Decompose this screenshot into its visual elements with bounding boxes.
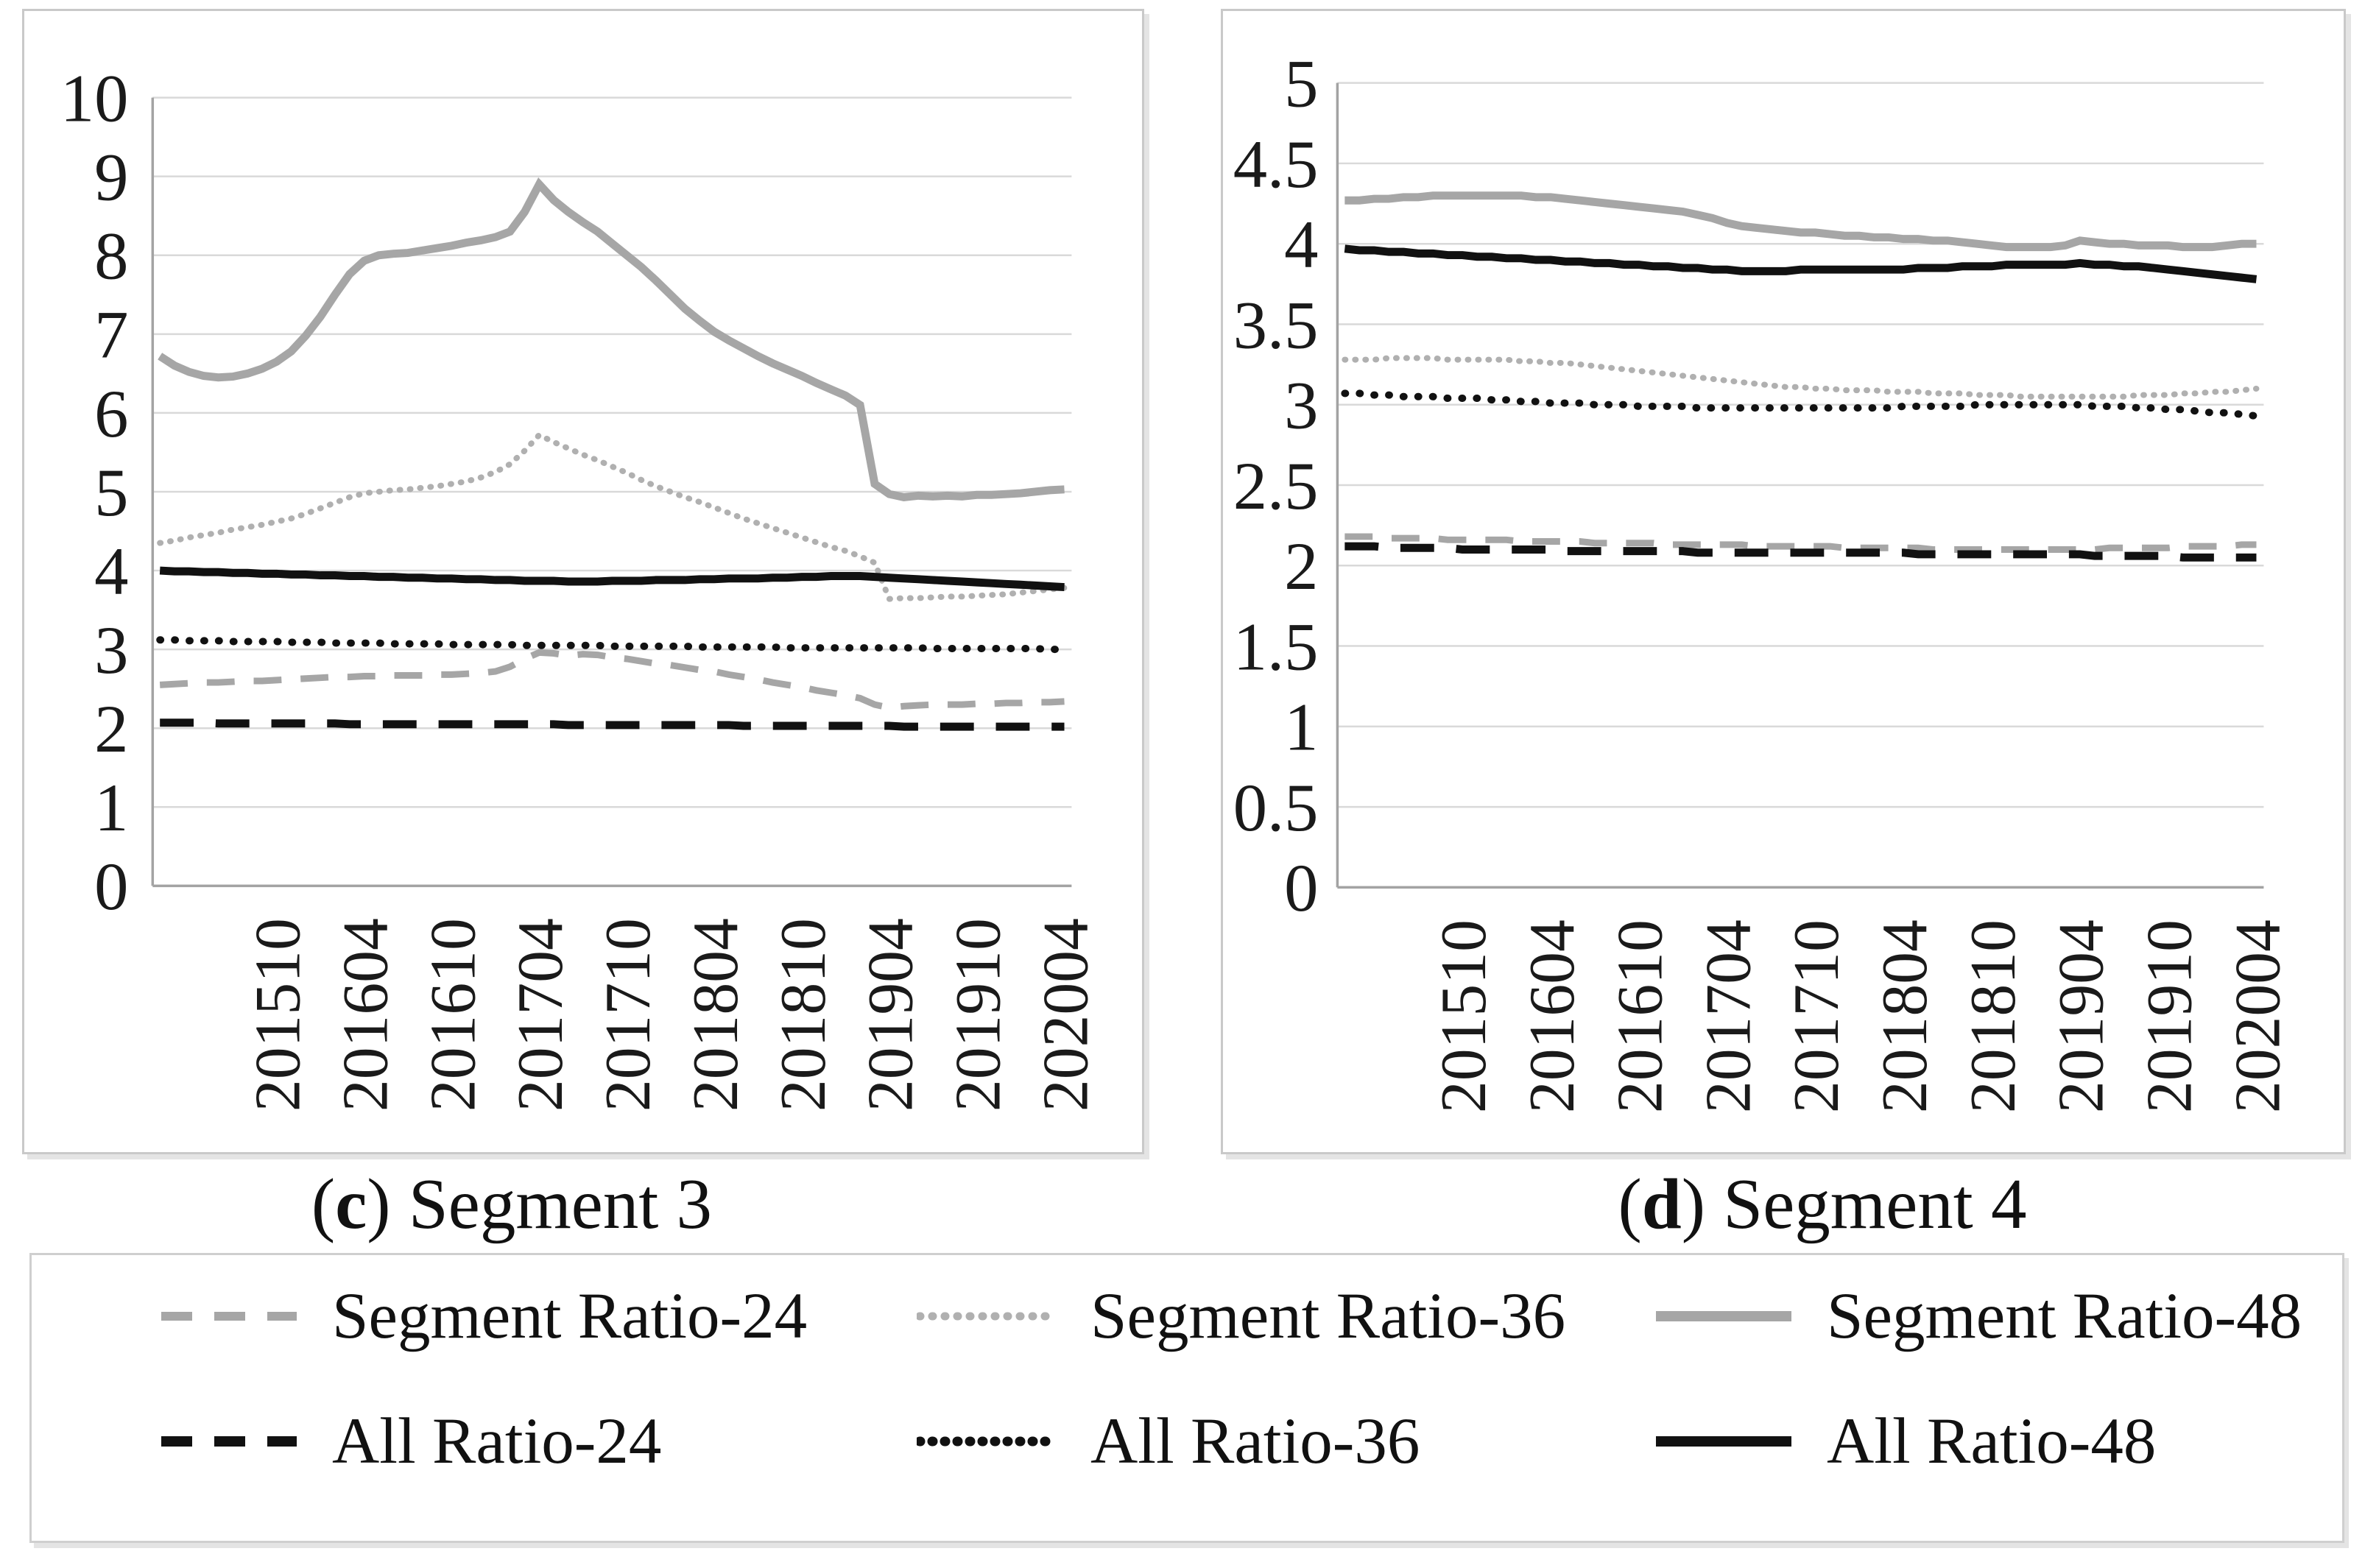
legend-label-segment-ratio-36: Segment Ratio-36 <box>1090 1280 1566 1352</box>
chart-c-ytick-6: 6 <box>94 376 128 452</box>
legend-item-all-ratio-24: All Ratio-24 <box>158 1396 661 1486</box>
legend-label-all-ratio-24: All Ratio-24 <box>332 1405 662 1477</box>
chart-d-ytick-3: 3 <box>1284 368 1318 444</box>
chart-d-ytick-4.5: 4.5 <box>1233 127 1319 202</box>
all-ratio-36-dotted-swatch-icon <box>917 1436 1058 1447</box>
chart-c-ytick-0: 0 <box>94 849 128 925</box>
chart-c-xtick-201810: 201810 <box>767 918 839 1112</box>
chart-d-series-seg48-line <box>1344 191 2257 252</box>
segment-ratio-48-solid-swatch-icon <box>1656 1311 1791 1321</box>
chart-c-ytick-5: 5 <box>94 455 128 531</box>
legend-label-all-ratio-48: All Ratio-48 <box>1827 1405 2157 1477</box>
chart-d-xtick-201910: 201910 <box>2134 919 2205 1113</box>
chart-d-xtick-201904: 201904 <box>2045 919 2117 1113</box>
legend-label-all-ratio-36: All Ratio-36 <box>1090 1405 1420 1477</box>
chart-c-xtick-201804: 201804 <box>680 918 751 1112</box>
legend-label-segment-ratio-24: Segment Ratio-24 <box>332 1280 808 1352</box>
chart-d-ytick-1.5: 1.5 <box>1233 609 1319 685</box>
chart-c-ytick-2: 2 <box>94 691 128 767</box>
caption-panel-c: (c) Segment 3 <box>144 1162 880 1247</box>
chart-c-ytick-7: 7 <box>94 297 128 373</box>
chart-c-ytick-3: 3 <box>94 612 128 688</box>
chart-c-xtick-201610: 201610 <box>417 918 488 1112</box>
chart-c-xtick-202004: 202004 <box>1029 918 1101 1112</box>
segment-ratio-36-dotted-swatch-icon <box>917 1312 1058 1321</box>
chart-c-xtick-201710: 201710 <box>592 918 663 1112</box>
chart-c-xtick-201704: 201704 <box>504 918 576 1112</box>
chart-c-ytick-1: 1 <box>94 770 128 846</box>
chart-d-series-all48-line <box>1344 244 2258 283</box>
segment-ratio-24-dashed-swatch-icon <box>161 1312 297 1321</box>
chart-d-ytick-3.5: 3.5 <box>1233 287 1319 363</box>
chart-c-xtick-201904: 201904 <box>855 918 926 1112</box>
chart-d-xtick-201710: 201710 <box>1780 919 1852 1113</box>
chart-d-ytick-2: 2 <box>1284 529 1318 604</box>
chart-d-xtick-201510: 201510 <box>1428 919 1499 1113</box>
chart-c-series-seg24-line <box>159 649 1065 711</box>
chart-d-xtick-201810: 201810 <box>1957 919 2029 1113</box>
chart-c-series-all36-line <box>156 636 1068 654</box>
chart-c-series-all48-line <box>159 566 1065 592</box>
legend-item-segment-ratio-36: Segment Ratio-36 <box>917 1271 1565 1361</box>
chart-panel-c: 0 1 2 3 4 5 6 7 8 9 10 201510 201604 201610 201704 2017… <box>22 9 1144 1154</box>
chart-d-xtick-201610: 201610 <box>1604 919 1676 1113</box>
all-ratio-48-solid-swatch-icon <box>1656 1436 1791 1447</box>
chart-c-series-seg36-line <box>157 431 1068 602</box>
chart-c-gridlines <box>152 96 1072 888</box>
chart-c-ytick-4: 4 <box>94 534 128 610</box>
legend-box: Segment Ratio-24 Segment Ratio-36 Segmen… <box>29 1253 2344 1543</box>
legend-item-segment-ratio-24: Segment Ratio-24 <box>158 1271 807 1361</box>
chart-c-ytick-9: 9 <box>94 140 128 216</box>
chart-d-series-seg36-line <box>1342 355 2260 400</box>
all-ratio-24-dashed-swatch-icon <box>161 1436 297 1447</box>
chart-c-xtick-201510: 201510 <box>242 918 314 1112</box>
chart-c-ytick-10: 10 <box>60 60 129 136</box>
chart-d-ytick-1: 1 <box>1284 690 1318 766</box>
legend-item-all-ratio-48: All Ratio-48 <box>1653 1396 2156 1486</box>
chart-d-ytick-5: 5 <box>1284 46 1318 122</box>
chart-d-gridlines <box>1337 82 2264 889</box>
legend-item-all-ratio-36: All Ratio-36 <box>917 1396 1420 1486</box>
chart-d-xtick-201704: 201704 <box>1692 919 1763 1113</box>
chart-c-xtick-201910: 201910 <box>942 918 1013 1112</box>
chart-d-ytick-0: 0 <box>1284 850 1318 926</box>
chart-c-series-all24-line <box>160 718 1065 731</box>
chart-c-xtick-201604: 201604 <box>329 918 401 1112</box>
caption-c-rest: ) Segment 3 <box>367 1165 713 1243</box>
chart-c-series-seg48-line <box>158 177 1065 501</box>
caption-c-letter: c <box>335 1165 367 1243</box>
chart-d-series-all24-line <box>1344 542 2257 562</box>
chart-c-ytick-8: 8 <box>94 219 128 294</box>
legend-item-segment-ratio-48: Segment Ratio-48 <box>1653 1271 2302 1361</box>
chart-d-xtick-202004: 202004 <box>2221 919 2293 1113</box>
chart-d-series-seg24-line <box>1344 533 2257 553</box>
caption-d-letter: d <box>1641 1165 1682 1243</box>
legend-label-segment-ratio-48: Segment Ratio-48 <box>1827 1280 2302 1352</box>
chart-d-ytick-2.5: 2.5 <box>1233 448 1319 524</box>
caption-panel-d: (d) Segment 4 <box>1454 1162 2190 1247</box>
chart-d-series-all36-line <box>1341 389 2260 420</box>
chart-panel-d: 0 0.5 1 1.5 2 2.5 3 3.5 4 4.5 5 201510 201604 201610 2… <box>1221 9 2346 1154</box>
chart-d-xtick-201604: 201604 <box>1516 919 1587 1113</box>
chart-d-xtick-201804: 201804 <box>1869 919 1940 1113</box>
chart-d-ytick-0.5: 0.5 <box>1233 770 1319 846</box>
caption-d-open: ( <box>1618 1165 1642 1243</box>
caption-d-rest: ) Segment 4 <box>1681 1165 2027 1243</box>
chart-d-ytick-4: 4 <box>1284 207 1318 283</box>
caption-c-open: ( <box>311 1165 336 1243</box>
